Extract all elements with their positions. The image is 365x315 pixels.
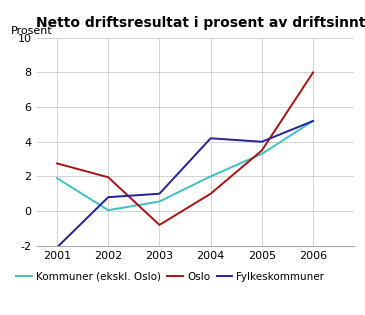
Oslo — [208, 192, 213, 196]
Fylkeskommuner — [208, 136, 213, 140]
Legend: Kommuner (ekskl. Oslo), Oslo, Fylkeskommuner: Kommuner (ekskl. Oslo), Oslo, Fylkeskomm… — [16, 272, 324, 282]
Line: Fylkeskommuner: Fylkeskommuner — [57, 121, 313, 248]
Kommuner (ekskl. Oslo) — [157, 200, 162, 203]
Oslo — [311, 71, 315, 74]
Kommuner (ekskl. Oslo) — [260, 152, 264, 156]
Line: Kommuner (ekskl. Oslo): Kommuner (ekskl. Oslo) — [57, 121, 313, 210]
Kommuner (ekskl. Oslo) — [208, 175, 213, 178]
Text: Prosent: Prosent — [11, 26, 53, 36]
Oslo — [55, 162, 59, 165]
Fylkeskommuner — [55, 246, 59, 249]
Kommuner (ekskl. Oslo) — [55, 176, 59, 180]
Oslo — [260, 149, 264, 152]
Fylkeskommuner — [106, 195, 110, 199]
Text: Netto driftsresultat i prosent av driftsinntektene: Netto driftsresultat i prosent av drifts… — [36, 16, 365, 30]
Fylkeskommuner — [157, 192, 162, 196]
Oslo — [157, 223, 162, 227]
Fylkeskommuner — [311, 119, 315, 123]
Line: Oslo: Oslo — [57, 72, 313, 225]
Kommuner (ekskl. Oslo) — [106, 208, 110, 212]
Fylkeskommuner — [260, 140, 264, 144]
Kommuner (ekskl. Oslo) — [311, 119, 315, 123]
Oslo — [106, 175, 110, 179]
